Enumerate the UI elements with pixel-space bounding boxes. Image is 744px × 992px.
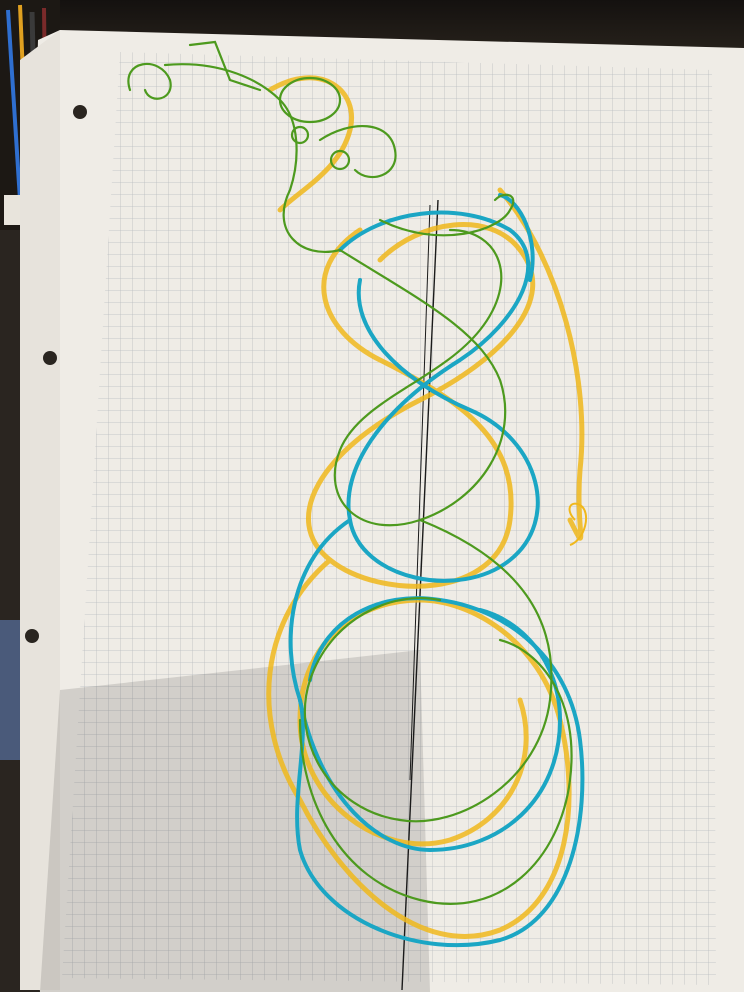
center-guide-line: [401, 199, 439, 991]
punch-hole: [25, 629, 39, 643]
blue-knot-band: [288, 193, 585, 948]
punch-hole: [73, 105, 87, 119]
tail-curl: [568, 502, 588, 546]
paper-margin: [20, 30, 60, 990]
green-knot-band: [127, 40, 573, 905]
punch-hole: [43, 351, 57, 365]
